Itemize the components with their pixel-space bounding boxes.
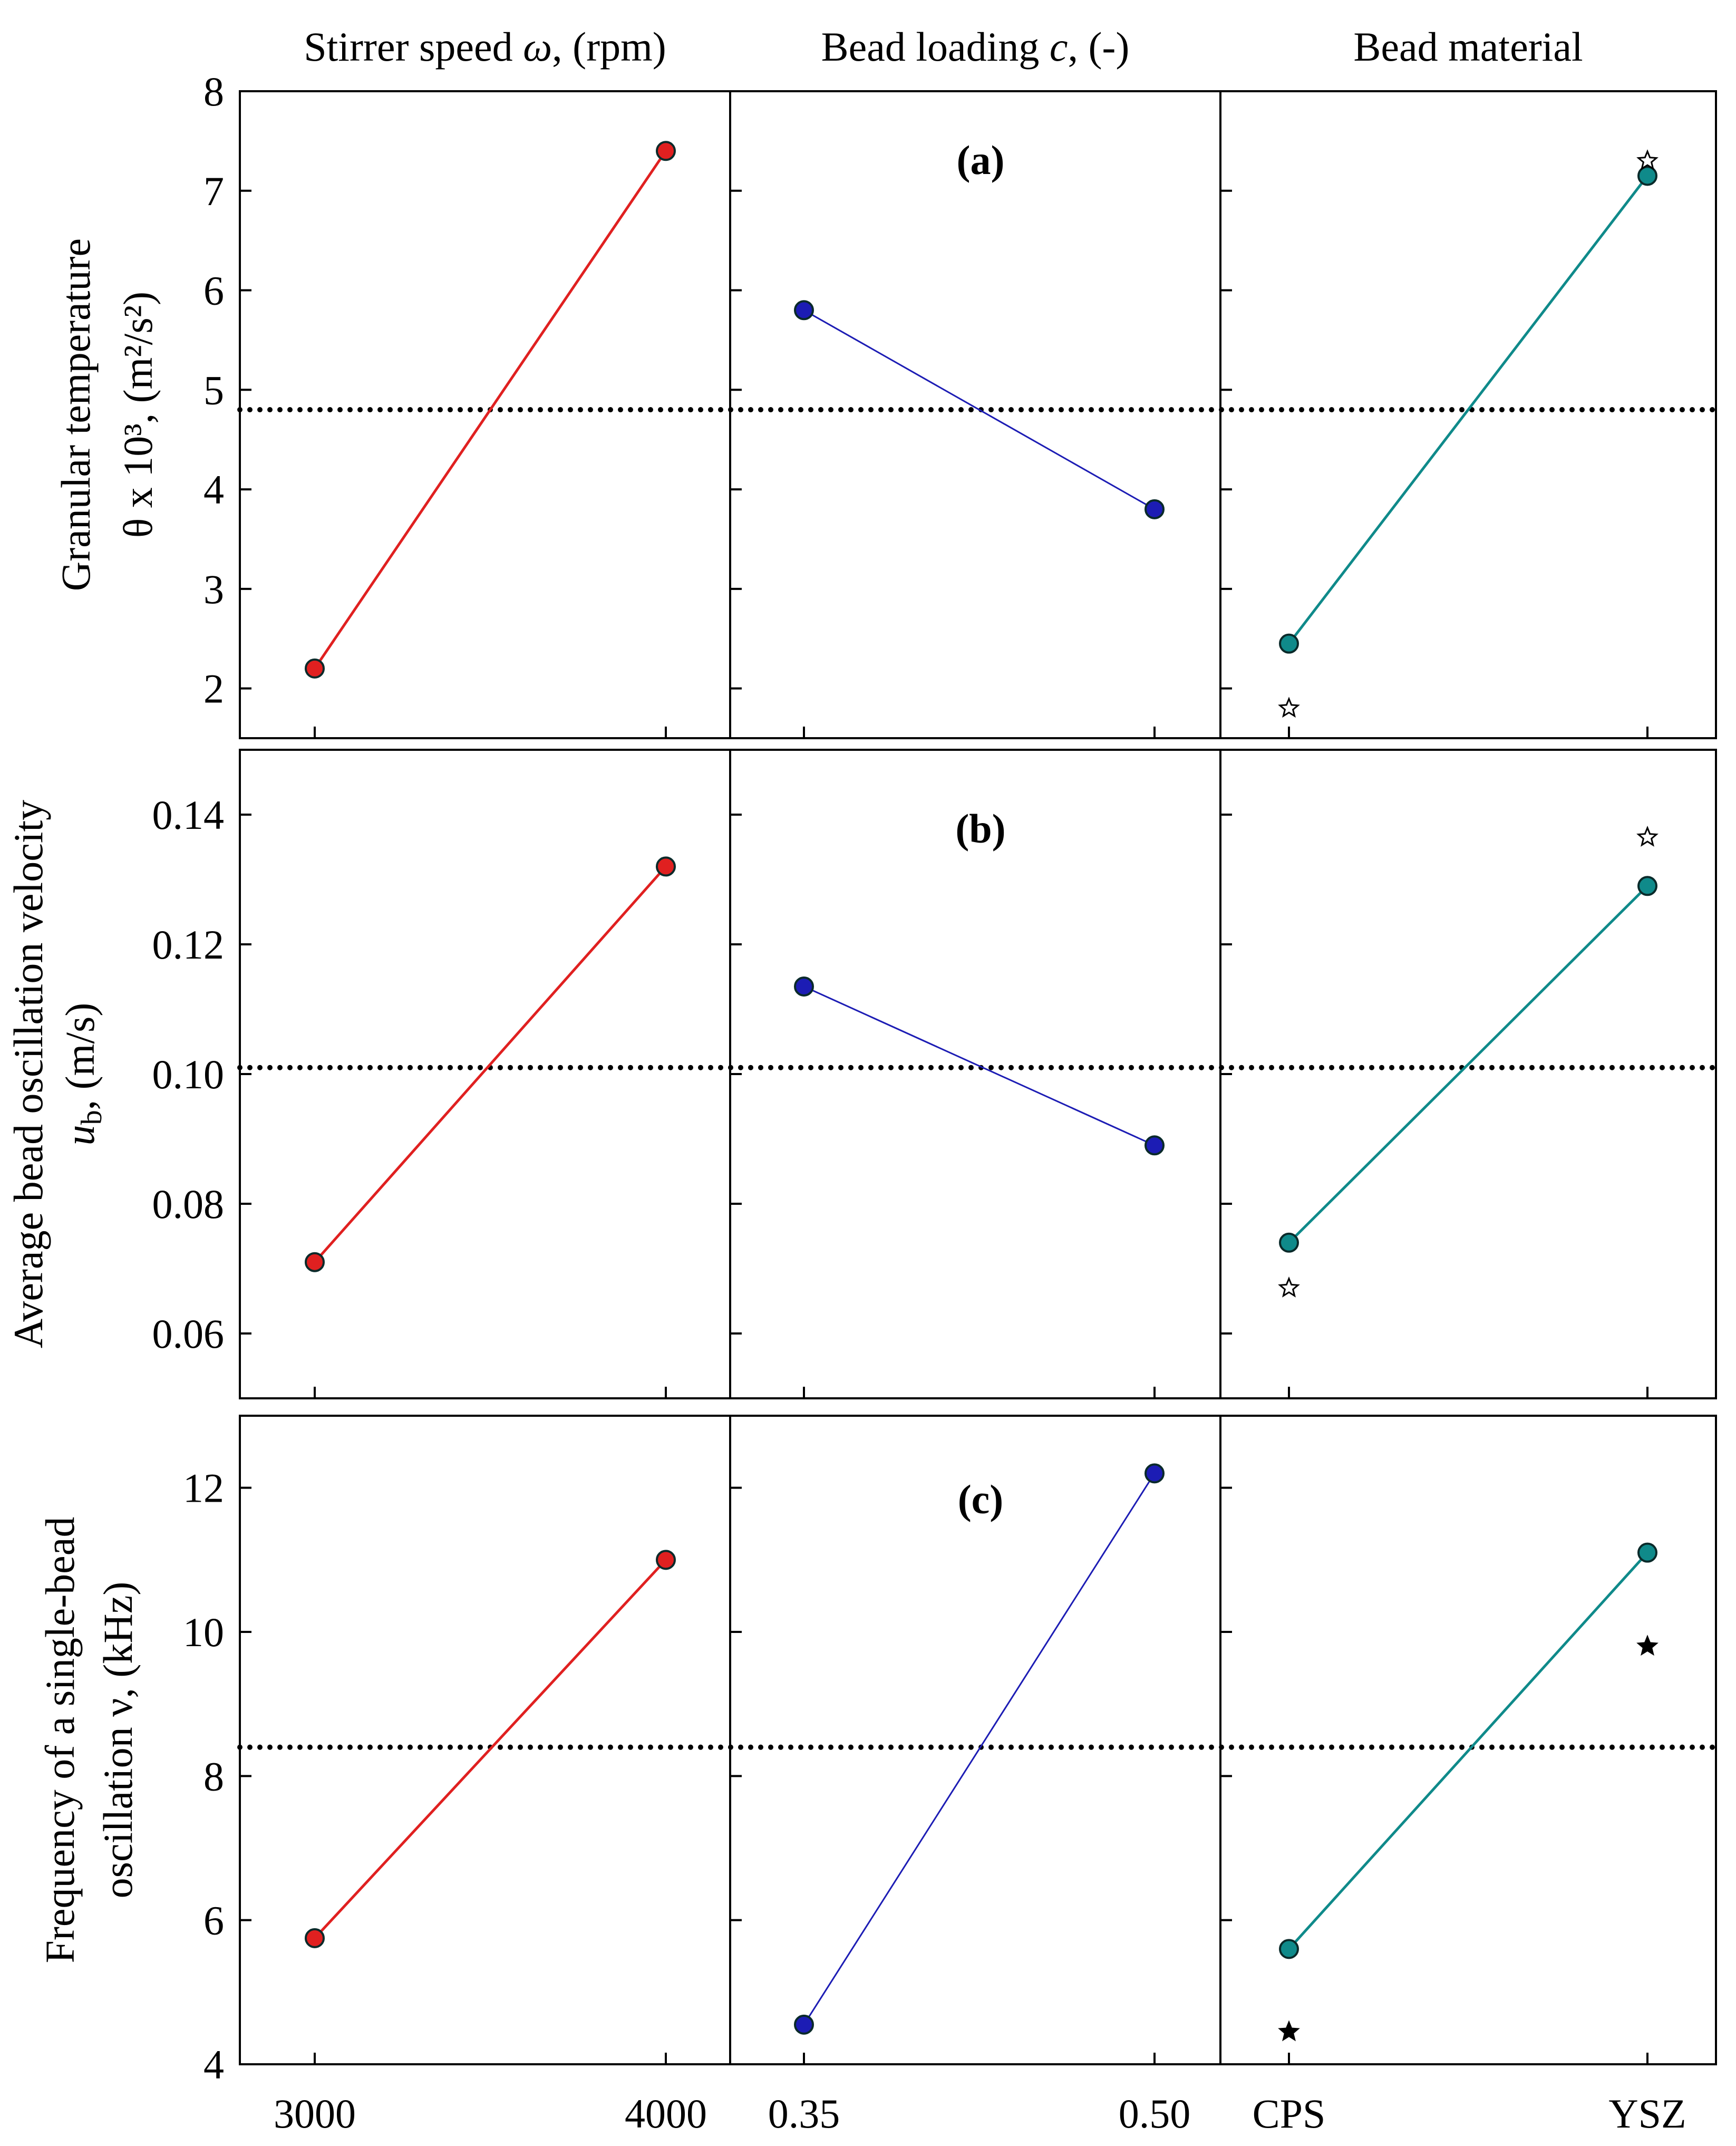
data-point-cps — [1279, 1939, 1299, 1959]
data-point-0.50 — [1145, 1135, 1165, 1156]
panel-label: (a) — [957, 137, 1005, 183]
y-tick-label: 2 — [203, 666, 224, 712]
y-tick-label: 4 — [203, 2042, 224, 2087]
series-line-0.35 — [803, 1473, 1156, 2025]
x-tick-label-4000: 4000 — [625, 2091, 707, 2137]
panel-label: (b) — [955, 806, 1005, 852]
series-line-3000 — [314, 1559, 667, 1939]
factor-headers: Stirrer speed ω, (rpm) Bead loading c, (-… — [304, 24, 1583, 70]
data-point-0.35 — [794, 2014, 814, 2035]
subplot-frame — [1219, 749, 1717, 1399]
x-tick-label-3000: 3000 — [274, 2091, 356, 2137]
factor-header-1: Stirrer speed ω, (rpm) — [304, 24, 666, 70]
data-point-3000 — [305, 1252, 325, 1272]
x-tick-label-0.50: 0.50 — [1119, 2091, 1191, 2137]
y-axis-label-line2: θ x 10³, (m²/s²) — [115, 292, 161, 538]
data-point-0.35 — [794, 976, 814, 997]
star-marker — [1636, 1635, 1659, 1656]
series-line-cps — [1288, 1551, 1648, 1950]
series-line-0.35 — [803, 309, 1155, 510]
data-point-4000 — [656, 141, 676, 161]
factor-header-2: Bead loading c, (-) — [821, 24, 1130, 70]
x-tick-label-ysz: YSZ — [1608, 2091, 1686, 2137]
data-point-4000 — [656, 856, 676, 877]
y-tick-label: 0.12 — [152, 922, 225, 968]
y-tick-label: 6 — [203, 1898, 224, 1944]
y-tick-label: 4 — [203, 467, 224, 513]
panels: 2 3 4 5 6 7 8 (a) 0.06 0.08 0.10 0.12 0.14 (b) 4 6 8 10 12… — [152, 69, 1725, 2087]
y-tick-label: 12 — [183, 1465, 224, 1511]
panel-c: 4 6 8 10 12 (c) — [183, 1415, 1725, 2087]
data-point-ysz — [1637, 1542, 1657, 1563]
star-marker — [1278, 2020, 1300, 2042]
series-line-3000 — [313, 150, 667, 670]
y-tick-label: 0.08 — [152, 1181, 225, 1227]
y-tick-label: 3 — [203, 566, 224, 612]
y-tick-label: 7 — [203, 168, 224, 214]
star-marker — [1636, 149, 1659, 170]
data-point-3000 — [305, 658, 325, 679]
y-tick-label: 0.06 — [152, 1311, 225, 1357]
y-axis-label-line1: Frequency of a single-bead — [37, 1517, 83, 1964]
subplot-frame — [239, 90, 731, 739]
y-tick-label: 8 — [203, 69, 224, 114]
y-axis-label-line2: oscillation ν, (kHz) — [95, 1582, 141, 1899]
subplot-frame — [1219, 1415, 1717, 2065]
data-point-0.35 — [794, 300, 814, 321]
y-axis-label-line2: ub, (m/s) — [57, 1003, 108, 1146]
y-tick-label: 0.14 — [152, 792, 225, 838]
data-point-3000 — [305, 1928, 325, 1948]
series-line-3000 — [314, 865, 667, 1263]
y-axis-label-line1: Granular temperature — [53, 238, 99, 591]
panel-b: 0.06 0.08 0.10 0.12 0.14 (b) — [152, 749, 1725, 1399]
subplot-frame — [239, 749, 731, 1399]
y-tick-label: 6 — [203, 268, 224, 314]
x-tick-label-cps: CPS — [1253, 2091, 1326, 2137]
star-marker — [1278, 1276, 1300, 1298]
x-tick-label-0.35: 0.35 — [768, 2091, 840, 2137]
series-line-cps — [1288, 885, 1648, 1244]
data-point-cps — [1279, 633, 1299, 654]
star-marker — [1278, 697, 1300, 718]
factor-header-3: Bead material — [1353, 24, 1583, 70]
y-tick-label: 5 — [203, 367, 224, 413]
y-axis-labels: Granular temperature θ x 10³, (m²/s²) Aver… — [5, 238, 161, 1963]
y-tick-label: 0.10 — [152, 1051, 225, 1097]
y-tick-label: 10 — [183, 1609, 224, 1655]
series-line-cps — [1288, 175, 1648, 645]
star-marker — [1636, 826, 1659, 847]
y-tick-label: 8 — [203, 1753, 224, 1799]
subplot-frame — [729, 90, 1221, 739]
panel-a: 2 3 4 5 6 7 8 (a) — [203, 69, 1725, 739]
subplot-frame — [239, 1415, 731, 2065]
series-line-0.35 — [803, 985, 1155, 1146]
panel-label: (c) — [958, 1476, 1004, 1522]
data-point-4000 — [656, 1550, 676, 1570]
data-point-ysz — [1637, 166, 1657, 186]
x-tick-labels: 3000 4000 0.35 0.50 CPS YSZ — [274, 2091, 1686, 2137]
y-axis-label-line1: Average bead oscillation velocity — [5, 800, 51, 1348]
subplot-frame — [1219, 90, 1717, 739]
data-point-cps — [1279, 1232, 1299, 1253]
data-point-ysz — [1637, 876, 1657, 896]
data-point-0.50 — [1145, 1463, 1165, 1484]
data-point-0.50 — [1145, 499, 1165, 519]
